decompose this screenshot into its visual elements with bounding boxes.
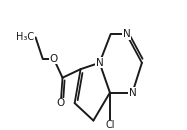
Text: O: O: [50, 54, 58, 64]
Text: N: N: [123, 29, 130, 39]
Text: N: N: [96, 58, 103, 68]
Text: H₃C: H₃C: [16, 32, 34, 42]
Text: Cl: Cl: [105, 120, 115, 130]
Text: N: N: [128, 88, 136, 98]
Text: O: O: [57, 98, 65, 108]
